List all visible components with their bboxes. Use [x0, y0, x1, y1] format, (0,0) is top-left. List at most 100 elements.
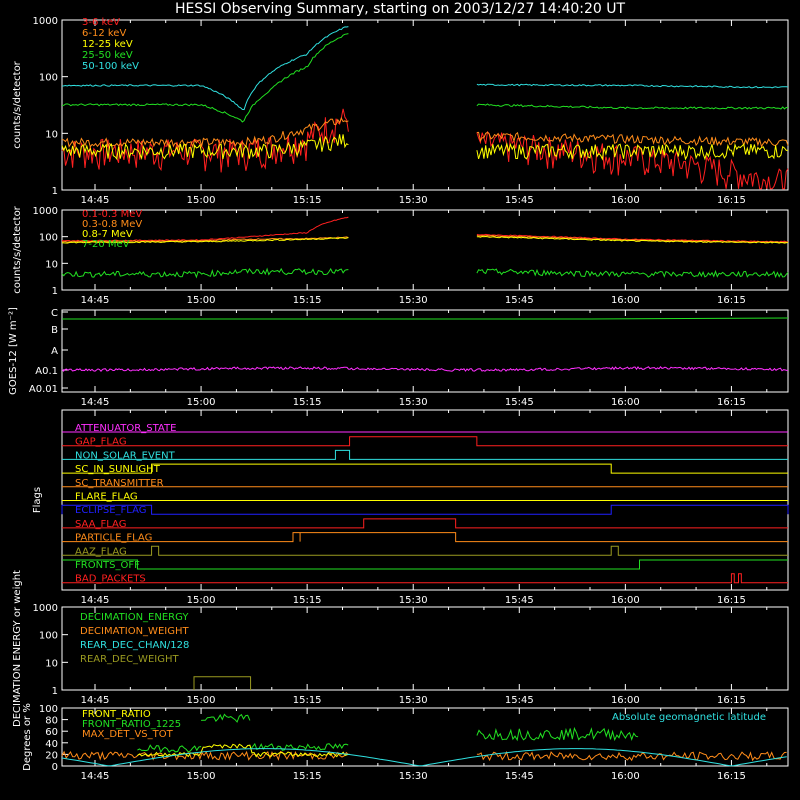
series-line — [193, 676, 252, 690]
series-line — [61, 116, 349, 149]
flag-label: SAA_FLAG — [75, 519, 126, 530]
series-line — [61, 237, 349, 244]
x-tick-label: 16:00 — [611, 195, 640, 206]
panel-5: 14:45 15:00 15:15 15:30 15:45 16:00 16:15 1 10 10… — [12, 570, 789, 727]
flag-label: FRONTS_OFF — [75, 560, 140, 571]
y-tick-label: 10 — [45, 259, 58, 270]
flag-line — [62, 518, 788, 529]
y-tick-label: 100 — [39, 73, 58, 84]
flag-label: ATTENUATOR_STATE — [75, 423, 176, 434]
x-tick-label: 15:30 — [399, 295, 428, 306]
y-tick-label: 1 — [52, 686, 58, 697]
x-tick-label: 16:00 — [611, 771, 640, 782]
x-tick-label: 16:15 — [717, 595, 746, 606]
x-tick-label: 16:00 — [611, 595, 640, 606]
x-tick-label: 14:45 — [81, 397, 110, 408]
legend-entry: DECIMATION_WEIGHT — [80, 626, 189, 637]
y-tick-label: 100 — [39, 233, 58, 244]
x-tick-label: 14:45 — [81, 771, 110, 782]
series-line — [62, 317, 789, 320]
x-tick-label: 15:00 — [187, 295, 216, 306]
panel-1: 14:45 15:00 15:15 15:30 15:45 16:00 16:15 1 10 10… — [12, 16, 789, 206]
y-tick-label: 1 — [52, 186, 58, 197]
y-axis-label: GOES-12 [W m⁻²] — [8, 307, 19, 395]
x-tick-label: 15:15 — [293, 771, 322, 782]
y-tick-label: 10 — [45, 658, 58, 669]
series-line — [476, 142, 789, 161]
series-line — [476, 131, 789, 148]
x-tick-label: 14:45 — [81, 695, 110, 706]
y-tick-label: 60 — [45, 727, 58, 738]
series-line — [61, 134, 349, 161]
series-line — [476, 130, 789, 190]
legend-entry: FRONT_RATIO_1225 — [82, 719, 181, 730]
flag-label: SC_TRANSMITTER — [75, 478, 164, 489]
x-tick-label: 15:00 — [187, 195, 216, 206]
flag-label: NON_SOLAR_EVENT — [75, 450, 176, 461]
panel-2: 14:45 15:00 15:15 15:30 15:45 16:00 16:15 1 10 10… — [12, 205, 789, 306]
x-tick-label: 15:15 — [293, 295, 322, 306]
legend-entry: 0.1-0.3 MeV — [82, 209, 142, 220]
x-tick-label: 14:45 — [81, 195, 110, 206]
flag-label: PARTICLE_FLAG — [75, 533, 152, 544]
series-line — [476, 233, 789, 243]
legend-entry: 7-20 MeV — [82, 239, 130, 250]
x-tick-label: 15:15 — [293, 595, 322, 606]
y-tick-label: C — [51, 308, 58, 319]
flag-line — [62, 573, 788, 584]
y-tick-label: 80 — [45, 716, 58, 727]
x-tick-label: 15:30 — [399, 695, 428, 706]
legend-entry: 0.8-7 MeV — [82, 229, 133, 240]
series-line — [476, 750, 787, 762]
series-line — [201, 713, 251, 723]
x-tick-label: 16:15 — [717, 195, 746, 206]
legend-entry: 6-12 keV — [82, 28, 126, 39]
panel-4: 14:45 15:00 15:15 15:30 15:45 16:00 16:15 Flags… — [32, 409, 789, 606]
series-line — [61, 108, 349, 173]
series-line — [61, 750, 349, 761]
flag-line — [61, 504, 789, 515]
x-tick-label: 16:15 — [717, 771, 746, 782]
y-axis-label: counts/s/detector — [12, 205, 23, 293]
legend-entry: 0.3-0.8 MeV — [82, 219, 142, 230]
y-tick-label: 20 — [45, 750, 58, 761]
legend-entry: REAR_DEC_WEIGHT — [80, 654, 179, 665]
flag-label: BAD_PACKETS — [75, 574, 146, 585]
series-line — [137, 744, 202, 754]
y-tick-label: 1000 — [33, 16, 58, 27]
flag-label: FLARE_FLAG — [75, 492, 138, 503]
flag-line — [62, 559, 788, 570]
flag-label: AAZ_FLAG — [75, 546, 127, 557]
flag-line — [62, 532, 788, 543]
x-tick-label: 16:00 — [611, 397, 640, 408]
y-tick-label: A0.1 — [35, 366, 58, 377]
series-line — [137, 743, 350, 758]
series-line — [61, 216, 349, 242]
legend-entry: MAX_DET_VS_TOT — [82, 729, 174, 740]
panel-3: 14:45 15:00 15:15 15:30 15:45 16:00 16:15 A0.01… — [8, 307, 789, 408]
flag-line — [62, 449, 788, 460]
x-tick-label: 16:15 — [717, 695, 746, 706]
y-axis-label: Flags — [32, 487, 43, 513]
flag-line — [62, 463, 788, 474]
series-line — [61, 33, 349, 123]
x-tick-label: 15:45 — [505, 397, 534, 408]
x-tick-label: 15:15 — [293, 397, 322, 408]
x-tick-label: 15:45 — [505, 771, 534, 782]
x-tick-label: 15:00 — [187, 771, 216, 782]
x-tick-label: 15:45 — [505, 295, 534, 306]
series-line — [476, 726, 639, 742]
y-tick-label: 1000 — [33, 206, 58, 217]
x-tick-label: 15:45 — [505, 695, 534, 706]
legend-entry: FRONT_RATIO — [82, 709, 151, 720]
x-tick-label: 15:30 — [399, 195, 428, 206]
y-tick-label: 0 — [52, 762, 58, 773]
x-tick-label: 15:45 — [505, 195, 534, 206]
y-tick-label: 10 — [45, 129, 58, 140]
x-tick-label: 15:30 — [399, 397, 428, 408]
legend-entry: 12-25 keV — [82, 39, 133, 50]
x-tick-label: 16:15 — [717, 295, 746, 306]
y-tick-label: 1 — [52, 286, 58, 297]
flag-label: SC_IN_SUNLIGHT — [75, 464, 161, 475]
x-tick-label: 16:15 — [717, 397, 746, 408]
